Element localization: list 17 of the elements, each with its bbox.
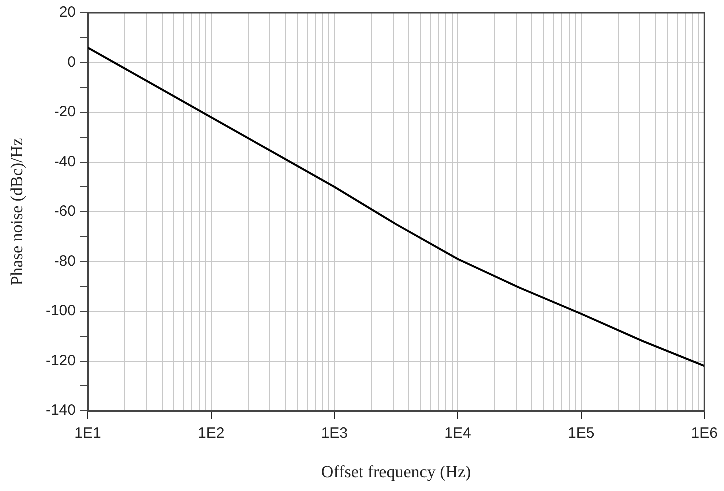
x-tick-label: 1E2 — [198, 425, 225, 442]
y-tick-label: -80 — [54, 252, 76, 270]
y-axis-title: Phase noise (dBc)/Hz — [8, 138, 27, 286]
x-tick-label: 1E3 — [321, 425, 348, 442]
x-tick-label: 1E6 — [691, 425, 718, 442]
y-tick-label: -40 — [54, 153, 76, 170]
y-tick-label: -140 — [46, 402, 76, 420]
x-axis-title: Offset frequency (Hz) — [321, 462, 472, 482]
y-tick-label: -20 — [54, 104, 76, 121]
y-tick-label: -120 — [46, 352, 76, 370]
y-tick-label: 0 — [68, 54, 76, 71]
y-tick-label: -60 — [54, 203, 76, 220]
x-tick-label: 1E5 — [568, 425, 595, 442]
y-tick-label: -100 — [46, 302, 76, 320]
x-tick-label: 1E4 — [444, 425, 472, 442]
x-tick-label: 1E1 — [74, 425, 102, 442]
y-tick-label: 20 — [59, 4, 76, 22]
